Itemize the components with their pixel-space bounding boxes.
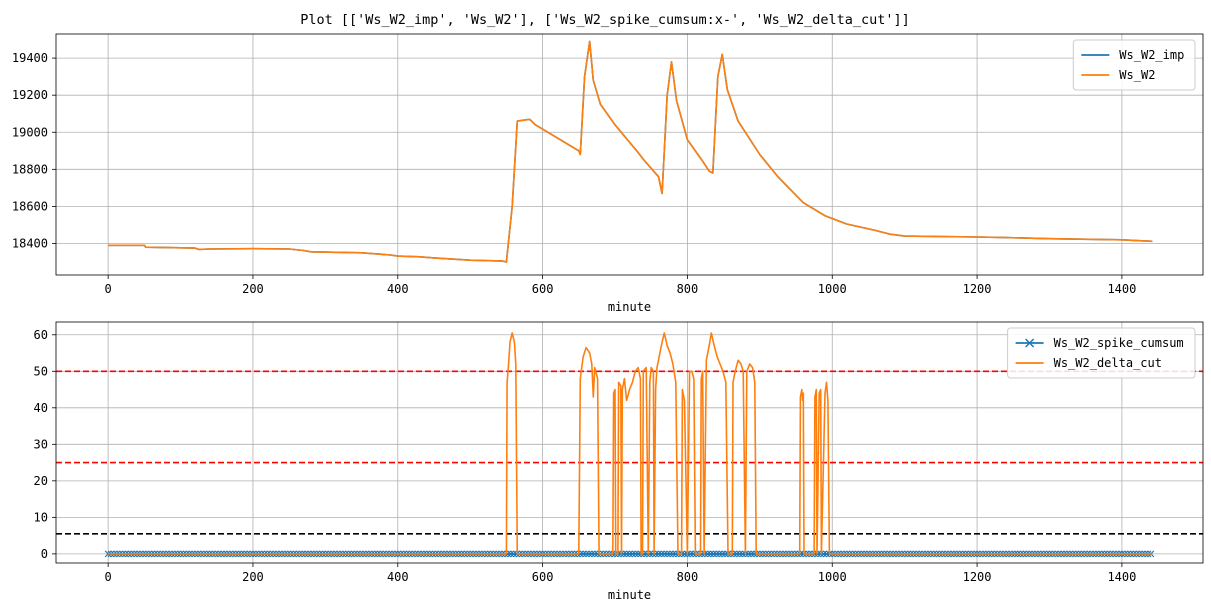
legend: Ws_W2_imp Ws_W2	[1072, 39, 1196, 91]
y-tick-label: 18400	[12, 236, 48, 250]
x-marker	[579, 550, 587, 558]
x-marker	[626, 550, 633, 558]
x-tick-label: 1400	[1107, 570, 1136, 584]
y-tick-label: 20	[34, 474, 48, 488]
legend-label: Ws_W2_delta_cut	[1054, 356, 1162, 370]
x-tick-label: 1200	[963, 570, 992, 584]
x-marker	[733, 550, 741, 558]
x-marker	[588, 550, 596, 558]
legend-box	[1072, 39, 1196, 91]
x-marker	[657, 550, 665, 558]
figure-title: Plot [['Ws_W2_imp', 'Ws_W2'], ['Ws_W2_sp…	[300, 12, 910, 28]
x-marker	[715, 550, 723, 558]
y-tick-label: 19000	[12, 125, 48, 139]
x-tick-label: 400	[387, 282, 409, 296]
bottom-line-chart: 0 200 400 600 800 1000 1200 1400 0 10 20 30 40 50 60 mi…	[34, 321, 1204, 602]
x-marker	[582, 550, 590, 558]
x-marker	[663, 550, 671, 558]
x-marker	[739, 550, 746, 558]
x-marker	[718, 550, 726, 558]
y-tick-label: 40	[34, 401, 48, 415]
legend-label: Ws_W2_spike_cumsum	[1054, 336, 1184, 350]
x-marker	[634, 550, 642, 558]
x-marker	[747, 550, 755, 558]
x-tick-label: 800	[677, 282, 699, 296]
x-tick-label: 200	[242, 570, 264, 584]
x-marker	[712, 550, 720, 558]
x-marker	[686, 550, 694, 558]
x-tick-label: 800	[677, 570, 699, 584]
x-marker	[721, 550, 729, 558]
x-axis-label: minute	[608, 588, 651, 602]
x-tick-label: 600	[532, 282, 554, 296]
x-marker	[681, 550, 688, 558]
y-tick-label: 19400	[12, 51, 48, 65]
legend-label: Ws_W2	[1119, 68, 1155, 82]
x-tick-label: 1000	[818, 570, 847, 584]
legend-marker	[1025, 338, 1035, 348]
x-marker	[704, 550, 712, 558]
x-marker	[710, 550, 717, 558]
y-tick-label: 18600	[12, 199, 48, 213]
x-marker	[585, 550, 593, 558]
y-tick-label: 10	[34, 510, 48, 524]
series-line	[108, 40, 1153, 263]
x-marker	[507, 550, 515, 558]
x-marker	[669, 550, 677, 558]
x-marker	[660, 550, 668, 558]
x-marker	[631, 550, 639, 558]
x-tick-label: 200	[242, 282, 264, 296]
x-tick-label: 600	[532, 570, 554, 584]
y-tick-label: 60	[34, 328, 48, 342]
x-marker	[744, 550, 752, 558]
axes-frame	[55, 321, 1204, 564]
x-tick-label: 1400	[1107, 282, 1136, 296]
legend-box	[1007, 327, 1196, 379]
x-axis-label: minute	[608, 300, 651, 314]
x-tick-label: 0	[105, 282, 112, 296]
x-tick-label: 400	[387, 570, 409, 584]
x-marker	[666, 550, 674, 558]
x-marker	[707, 550, 715, 558]
series-line	[108, 40, 1153, 263]
y-tick-label: 18800	[12, 162, 48, 176]
x-tick-label: 0	[105, 570, 112, 584]
top-line-chart: 0 200 400 600 800 1000 1200 1400 18400 18600 18800…	[12, 33, 1204, 314]
y-tick-label: 0	[41, 547, 48, 561]
x-tick-label: 1200	[963, 282, 992, 296]
x-marker	[623, 550, 631, 558]
series-line	[108, 332, 1153, 555]
x-marker	[736, 550, 743, 558]
x-marker	[823, 550, 830, 558]
legend-label: Ws_W2_imp	[1119, 48, 1184, 62]
legend: Ws_W2_spike_cumsum Ws_W2_delta_cut	[1007, 327, 1196, 379]
x-marker	[510, 550, 518, 558]
axes-frame	[55, 33, 1204, 276]
x-marker	[655, 550, 662, 558]
y-tick-label: 19200	[12, 88, 48, 102]
x-marker	[591, 550, 599, 558]
grid	[56, 34, 1203, 275]
x-tick-label: 1000	[818, 282, 847, 296]
x-marker	[628, 550, 636, 558]
y-tick-label: 30	[34, 437, 48, 451]
y-tick-label: 50	[34, 364, 48, 378]
